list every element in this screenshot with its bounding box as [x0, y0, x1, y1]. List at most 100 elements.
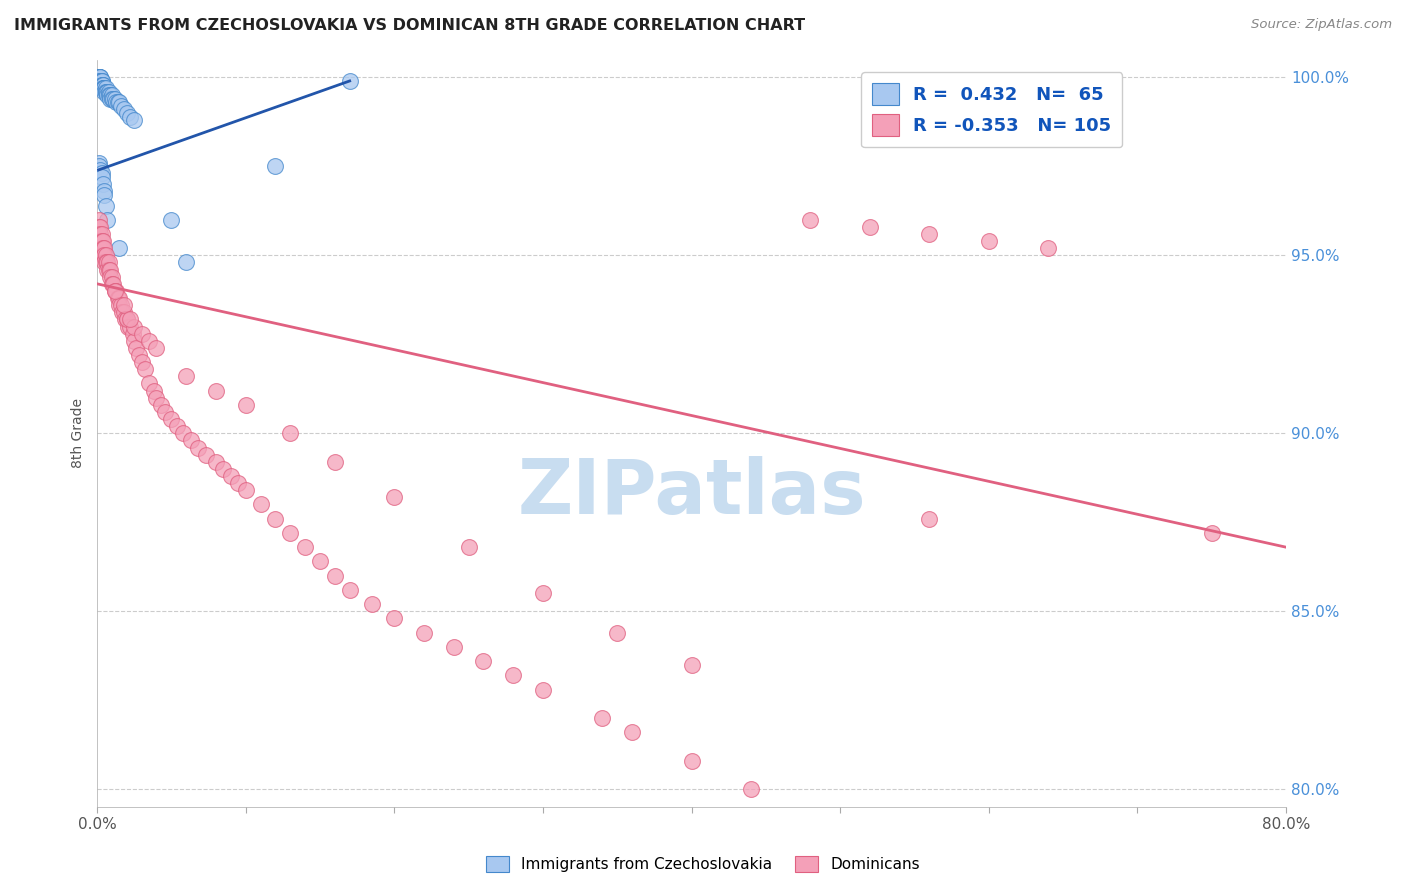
- Point: [94, 81, 117, 95]
- Point: [249, 498, 271, 512]
- Point: [122, 334, 145, 348]
- Point: [166, 419, 188, 434]
- Point: [323, 568, 346, 582]
- Point: [87, 212, 110, 227]
- Point: [131, 326, 153, 341]
- Point: [111, 305, 134, 319]
- Point: [89, 234, 111, 248]
- Point: [174, 255, 197, 269]
- Point: [103, 277, 125, 291]
- Point: [108, 298, 131, 312]
- Point: [93, 255, 115, 269]
- Point: [264, 512, 287, 526]
- Point: [114, 312, 136, 326]
- Point: [89, 241, 111, 255]
- Point: [134, 362, 156, 376]
- Point: [91, 234, 114, 248]
- Point: [97, 85, 120, 99]
- Point: [89, 74, 111, 88]
- Point: [138, 334, 160, 348]
- Legend: R =  0.432   N=  65, R = -0.353   N= 105: R = 0.432 N= 65, R = -0.353 N= 105: [860, 72, 1122, 147]
- Point: [96, 262, 118, 277]
- Y-axis label: 8th Grade: 8th Grade: [72, 399, 86, 468]
- Point: [93, 184, 115, 198]
- Point: [235, 483, 257, 498]
- Point: [172, 426, 194, 441]
- Point: [138, 376, 160, 391]
- Point: [212, 462, 235, 476]
- Point: [472, 654, 495, 668]
- Point: [361, 597, 384, 611]
- Point: [174, 369, 197, 384]
- Point: [112, 305, 135, 319]
- Point: [91, 241, 114, 255]
- Point: [128, 348, 150, 362]
- Point: [740, 782, 762, 797]
- Point: [87, 219, 110, 234]
- Point: [91, 78, 114, 92]
- Point: [94, 85, 117, 99]
- Point: [110, 99, 132, 113]
- Point: [107, 291, 129, 305]
- Point: [125, 341, 148, 355]
- Point: [681, 657, 703, 672]
- Point: [531, 586, 554, 600]
- Point: [413, 625, 436, 640]
- Point: [621, 725, 644, 739]
- Point: [89, 74, 111, 88]
- Point: [104, 92, 127, 106]
- Point: [91, 81, 114, 95]
- Point: [90, 78, 112, 92]
- Point: [87, 70, 110, 85]
- Point: [309, 554, 332, 568]
- Point: [91, 248, 114, 262]
- Point: [606, 625, 628, 640]
- Point: [93, 187, 115, 202]
- Point: [93, 81, 115, 95]
- Point: [96, 255, 118, 269]
- Point: [339, 582, 361, 597]
- Point: [89, 78, 111, 92]
- Point: [94, 255, 117, 269]
- Point: [101, 88, 124, 103]
- Point: [118, 319, 141, 334]
- Point: [100, 269, 122, 284]
- Point: [93, 241, 115, 255]
- Point: [115, 312, 138, 326]
- Point: [87, 74, 110, 88]
- Point: [87, 160, 110, 174]
- Point: [90, 78, 112, 92]
- Point: [93, 85, 115, 99]
- Point: [121, 326, 143, 341]
- Point: [1201, 525, 1223, 540]
- Point: [93, 81, 115, 95]
- Point: [235, 398, 257, 412]
- Point: [93, 248, 115, 262]
- Point: [382, 611, 405, 625]
- Point: [160, 412, 183, 426]
- Point: [90, 81, 112, 95]
- Legend: Immigrants from Czechoslovakia, Dominicans: Immigrants from Czechoslovakia, Dominica…: [478, 848, 928, 880]
- Point: [323, 455, 346, 469]
- Point: [94, 85, 117, 99]
- Point: [859, 219, 882, 234]
- Point: [681, 754, 703, 768]
- Text: Source: ZipAtlas.com: Source: ZipAtlas.com: [1251, 18, 1392, 31]
- Point: [91, 177, 114, 191]
- Point: [94, 248, 117, 262]
- Point: [87, 74, 110, 88]
- Point: [90, 166, 112, 180]
- Point: [107, 95, 129, 110]
- Point: [90, 74, 112, 88]
- Point: [89, 70, 111, 85]
- Point: [90, 248, 112, 262]
- Text: ZIPatlas: ZIPatlas: [517, 456, 866, 530]
- Point: [87, 70, 110, 85]
- Point: [131, 355, 153, 369]
- Point: [101, 92, 124, 106]
- Point: [108, 95, 131, 110]
- Point: [103, 92, 125, 106]
- Point: [145, 391, 167, 405]
- Point: [87, 70, 110, 85]
- Point: [104, 284, 127, 298]
